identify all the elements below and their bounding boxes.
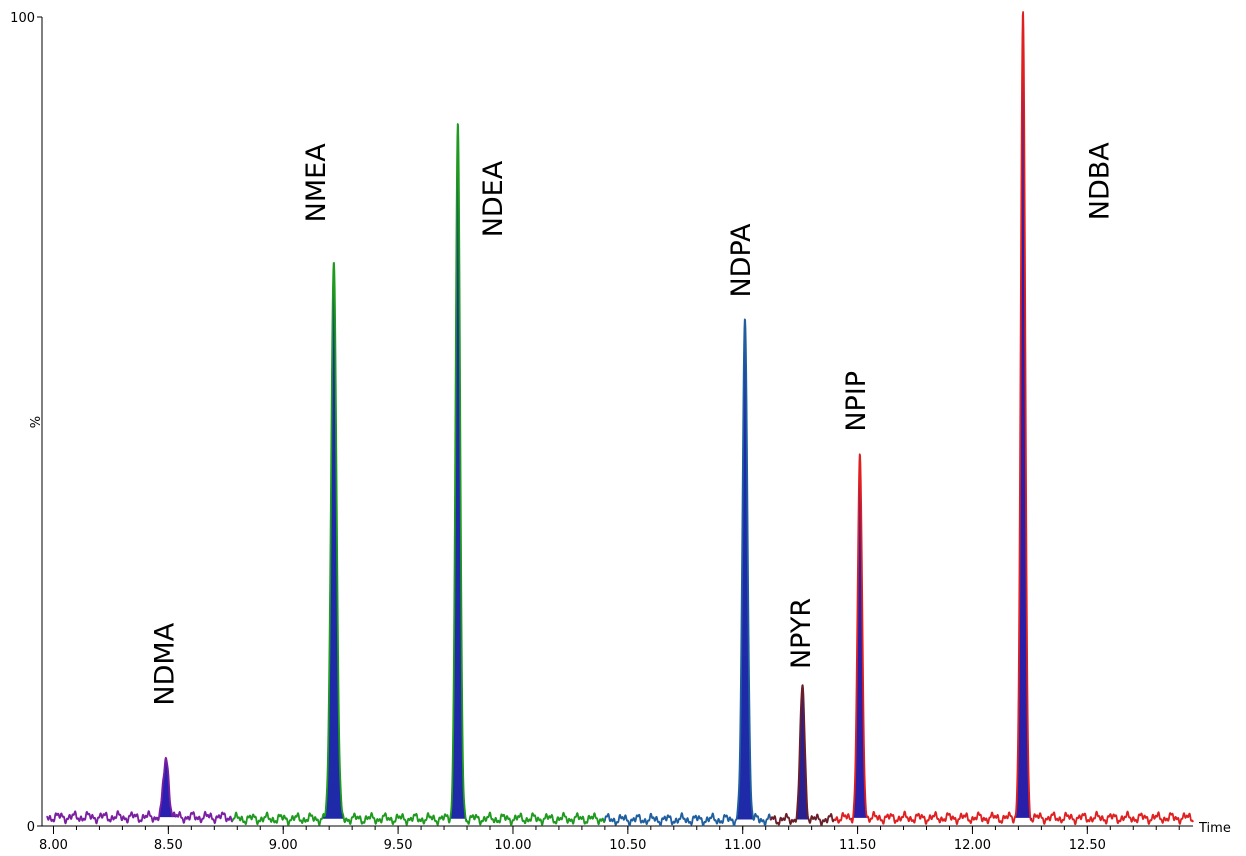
trace-line-3 bbox=[769, 684, 835, 827]
trace-line-2 bbox=[603, 318, 772, 827]
peak-label-npyr: NPYR bbox=[786, 598, 817, 669]
peak-area-1-0 bbox=[322, 262, 345, 823]
peak-label-npip: NPIP bbox=[841, 371, 872, 432]
x-axis-label: Time bbox=[1198, 821, 1231, 836]
x-tick-label: 8.00 bbox=[39, 838, 68, 852]
peak-label-ndba: NDBA bbox=[1085, 142, 1116, 221]
peak-label-ndpa: NDPA bbox=[726, 223, 757, 298]
x-tick-label: 11.00 bbox=[724, 838, 761, 852]
x-tick-label: 10.50 bbox=[609, 838, 646, 852]
y-tick-label: 100 bbox=[10, 11, 35, 26]
x-tick-label: 8.50 bbox=[154, 838, 183, 852]
x-tick-label: 9.50 bbox=[384, 838, 413, 852]
peak-label-ndea: NDEA bbox=[478, 160, 509, 237]
trace-line-0 bbox=[46, 756, 234, 825]
peak-area-1-1 bbox=[448, 122, 468, 823]
peak-area-0-0 bbox=[155, 757, 178, 821]
trace-line-1 bbox=[231, 123, 606, 826]
peak-label-ndma: NDMA bbox=[150, 622, 181, 705]
trace-line-4 bbox=[833, 11, 1194, 826]
x-tick-label: 12.00 bbox=[954, 838, 991, 852]
x-tick-label: 12.50 bbox=[1069, 838, 1106, 852]
y-tick-label: 0 bbox=[27, 820, 35, 835]
y-axis-label: % bbox=[29, 416, 44, 428]
peak-area-4-1 bbox=[1013, 11, 1033, 822]
peak-label-nmea: NMEA bbox=[301, 143, 332, 223]
x-tick-label: 9.00 bbox=[269, 838, 298, 852]
peak-area-3-0 bbox=[793, 685, 812, 823]
x-tick-label: 11.50 bbox=[839, 838, 876, 852]
peak-area-4-0 bbox=[850, 453, 870, 823]
peak-area-2-0 bbox=[734, 318, 756, 824]
x-tick-label: 10.00 bbox=[494, 838, 531, 852]
